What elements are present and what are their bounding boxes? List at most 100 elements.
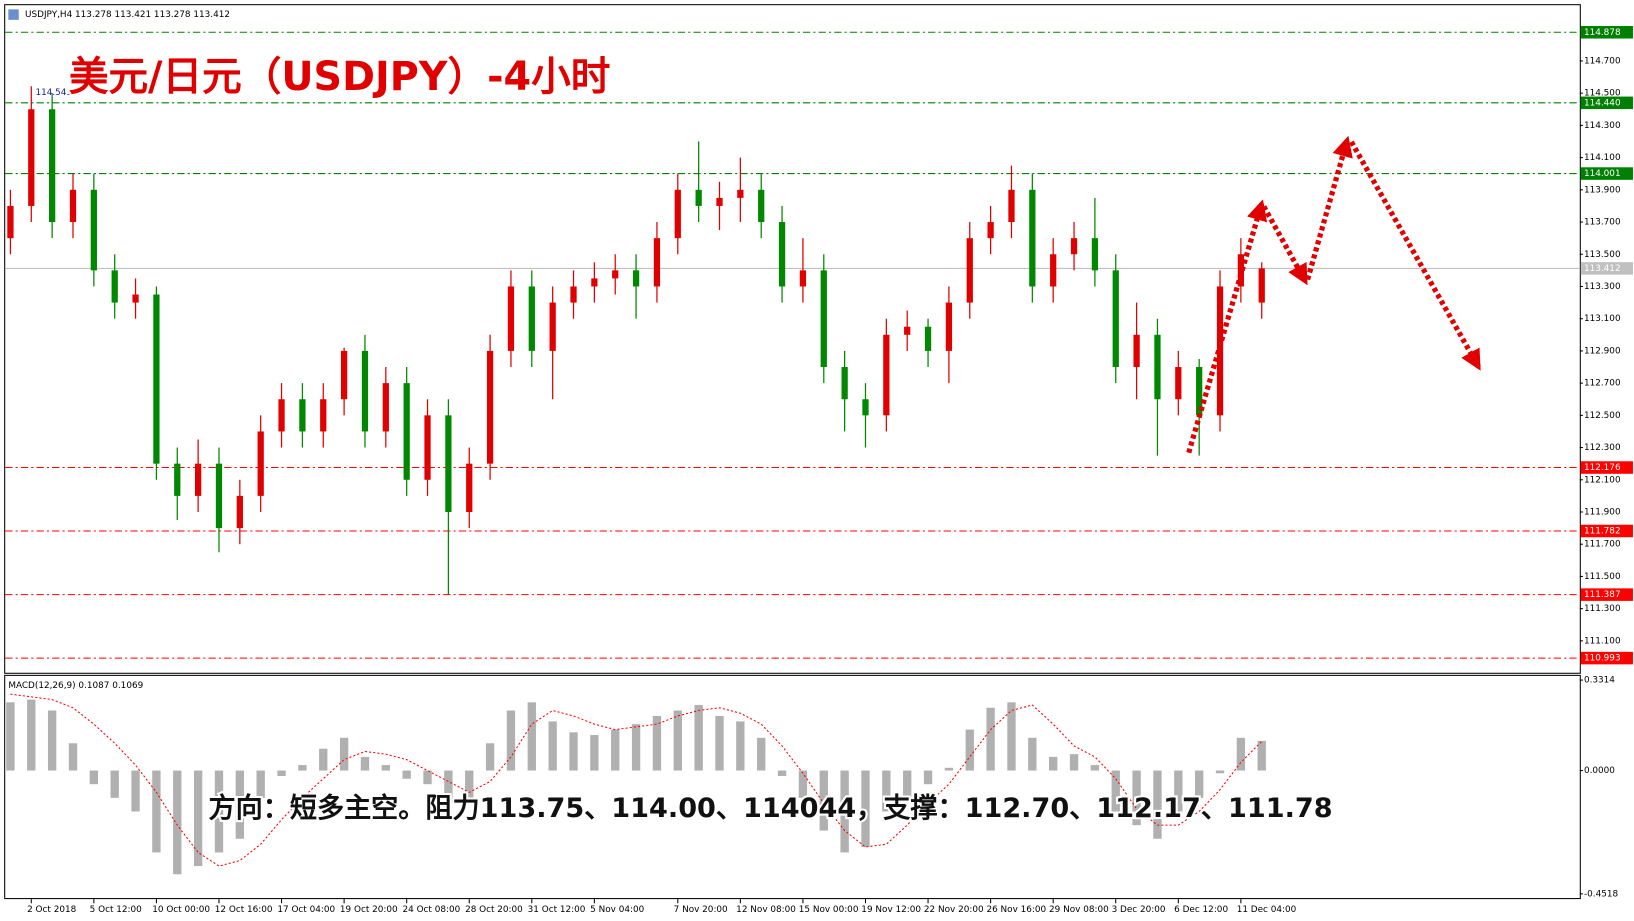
x-tick-label: 3 Dec 20:00 [1112,905,1166,915]
candle-body [7,205,14,239]
macd-bar [6,702,15,771]
candle-body [90,189,97,271]
candle-body [174,463,181,496]
y-tick-label: 114.300 [1584,121,1621,131]
candle-body [320,399,327,432]
macd-bar [27,699,36,771]
x-tick-label: 7 Nov 20:00 [674,905,728,915]
macd-bar [882,770,891,812]
level-label: 110.993 [1584,654,1621,664]
macd-bar [89,770,99,785]
candle-body [1258,268,1265,303]
macd-bar [944,767,954,771]
macd-bar [1153,770,1162,839]
macd-bar [319,748,328,771]
macd-bar [298,765,307,771]
candle-body [591,278,598,287]
candle-body [486,350,494,464]
candle-body [1008,189,1015,223]
candle-body [758,189,765,223]
y-tick-label: 113.900 [1584,185,1621,195]
macd-bar [590,735,599,771]
candle-body [1091,238,1099,271]
candle-body [1050,254,1057,287]
candle-body [1154,334,1161,400]
x-tick-label: 5 Nov 04:00 [590,905,644,915]
arrow [1305,135,1353,281]
y-tick-label: 113.300 [1584,282,1621,292]
y-tick-label: 0.3314 [1584,676,1615,686]
candle-body [862,399,869,416]
level-box [1580,96,1633,110]
macd-bar [757,737,766,771]
macd-bar [611,729,620,771]
x-tick-label: 11 Dec 04:00 [1237,905,1297,915]
macd-bar [423,770,432,785]
candle-body [424,415,431,480]
x-tick-label: 28 Oct 20:00 [465,905,523,915]
candle-body [1175,367,1182,400]
x-tick-label: 15 Nov 00:00 [799,905,859,915]
macd-bar [381,765,390,771]
symbol-icon [8,9,19,20]
chart-title: 美元/日元（USDJPY）-4小时 [69,54,611,100]
symbol-info: USDJPY,H4 113.278 113.421 113.278 113.41… [25,10,230,20]
candle-body [904,326,911,335]
macd-bar [861,770,870,847]
macd-bar [715,715,724,771]
y-tick-label: 112.300 [1584,443,1621,453]
macd-label: MACD(12,26,9) 0.1087 0.1069 [8,681,143,691]
candle-body [236,495,243,529]
macd-bar [402,770,411,779]
candle-body [194,463,202,496]
macd-bar [1174,770,1183,812]
y-tick-label: 112.700 [1584,379,1621,389]
candle-body [549,302,556,351]
macd-bar [1257,740,1266,771]
x-tick-label: 17 Oct 04:00 [277,905,335,915]
level-box [1580,167,1633,180]
candle-body [1070,238,1078,255]
x-tick-label: 6 Dec 12:00 [1174,905,1228,915]
macd-bar [840,770,849,853]
macd-bar [235,770,245,839]
x-tick-label: 2 Oct 2018 [27,905,76,915]
macd-bar [1049,756,1058,771]
candle-body [153,294,160,464]
forecast-arrows [1186,135,1481,454]
candle-body [382,383,389,432]
y-tick-label: 111.700 [1584,540,1621,550]
level-label: 114.001 [1584,169,1621,179]
candle-body [778,222,786,287]
candle-body [111,270,118,303]
candle-body [966,238,973,303]
macd-bar [923,770,933,785]
candle-body [49,109,56,223]
plot: 114.700 114.500 114.300 114.100 113.900 113.7… [5,26,1633,915]
y-tick-label: 111.500 [1584,572,1621,582]
x-tick-label: 22 Nov 20:00 [924,905,984,915]
macd-bar [360,756,370,771]
candle-body [1196,367,1203,416]
high-label: 114.543 [35,88,72,98]
macd-bar [1236,737,1246,771]
macd-bar [193,770,203,867]
macd-bar [173,770,182,875]
x-tick-label: 26 Nov 16:00 [986,905,1046,915]
level-box [1580,588,1633,601]
level-label: 111.387 [1584,590,1621,600]
macd-bar [506,710,516,771]
y-tick-label: 111.300 [1584,604,1621,614]
candle-body [883,334,890,416]
macd-bar [798,770,808,798]
level-box [1580,26,1633,39]
macd-bar [548,721,557,771]
candle-body [445,415,452,512]
candle-body [132,294,139,303]
y-tick-label: 112.100 [1584,475,1621,485]
macd-bar [1215,770,1225,774]
candle-body [799,270,807,287]
candle-body [924,326,932,351]
